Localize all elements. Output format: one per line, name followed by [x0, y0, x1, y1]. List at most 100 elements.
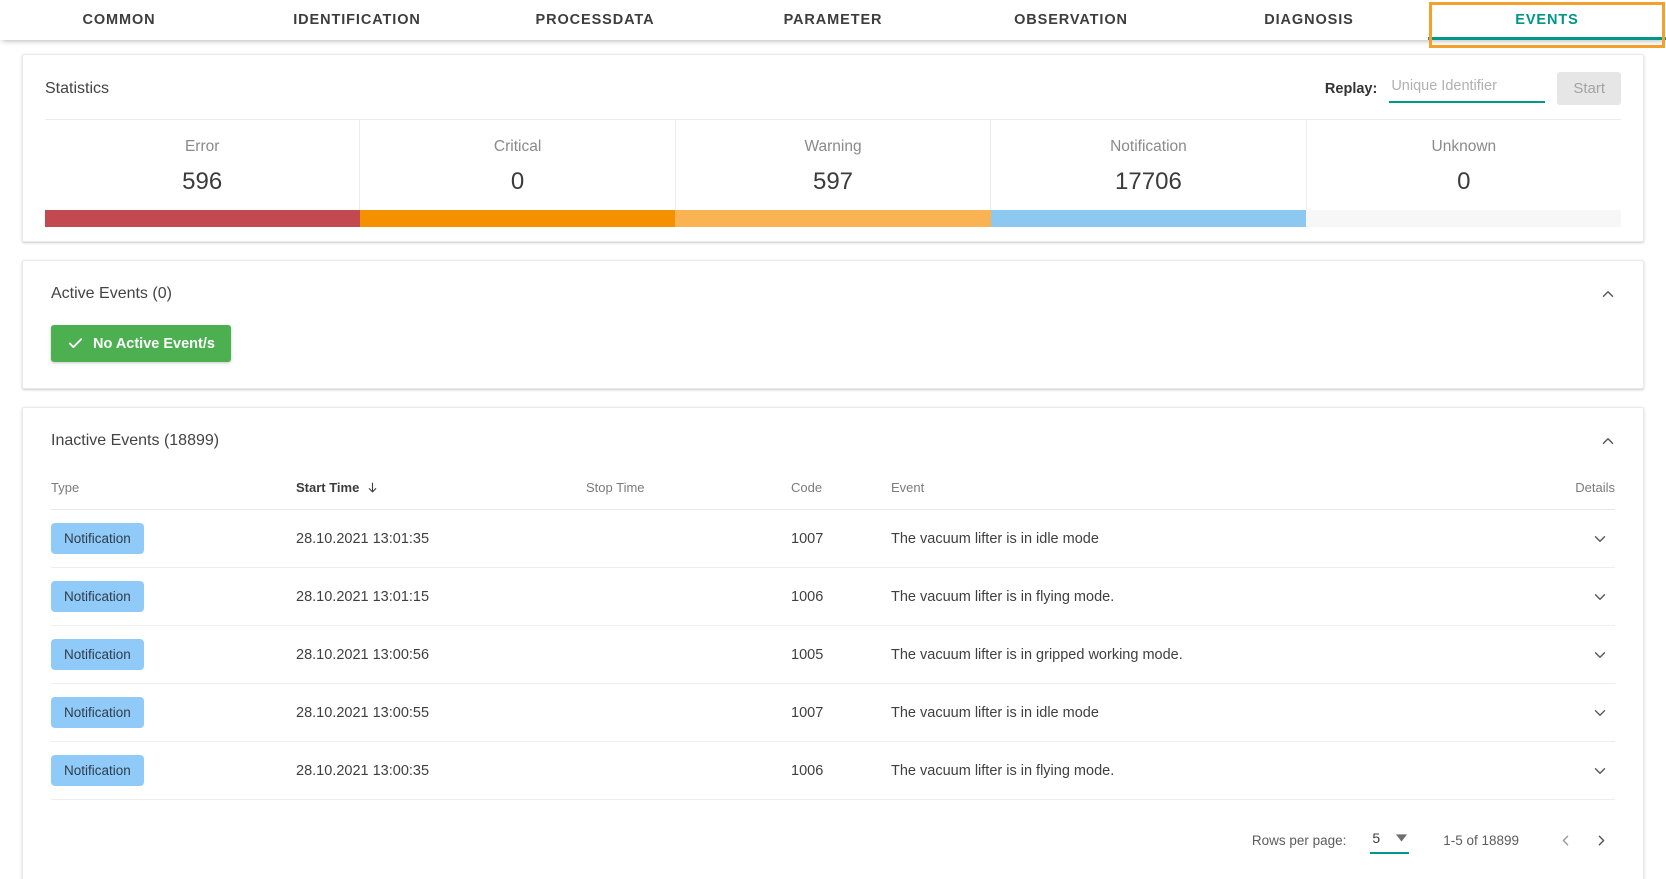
no-active-events-label: No Active Event/s: [93, 335, 215, 352]
cell-code: 1006: [791, 741, 891, 800]
chevron-down-icon: [1396, 833, 1408, 842]
column-label: Start Time: [296, 480, 360, 495]
column-label: Stop Time: [586, 480, 645, 495]
cell-details: [1525, 683, 1615, 742]
row-expand-toggle[interactable]: [1525, 530, 1615, 548]
column-header-details: Details: [1525, 468, 1615, 510]
chevron-down-icon: [1591, 588, 1609, 606]
table-header-row: Type Start Time Stop Time Code: [51, 468, 1615, 510]
active-events-body: No Active Event/s: [23, 311, 1643, 388]
stat-label: Notification: [1110, 138, 1187, 155]
tab-label: OBSERVATION: [1014, 12, 1128, 28]
cell-start-time: 28.10.2021 13:00:56: [296, 625, 586, 684]
stat-label: Critical: [493, 138, 542, 155]
row-expand-toggle[interactable]: [1525, 646, 1615, 664]
tab-label: EVENTS: [1515, 12, 1579, 28]
tab-identification[interactable]: IDENTIFICATION: [238, 0, 476, 40]
cell-event: The vacuum lifter is in idle mode: [891, 683, 1525, 742]
cell-code: 1005: [791, 625, 891, 684]
status-badge: Notification: [51, 639, 144, 670]
chevron-up-icon: [1599, 432, 1617, 450]
statistics-color-bar: [45, 210, 1621, 227]
status-badge: Notification: [51, 581, 144, 612]
statistics-card: Statistics Replay: Start Error 596 Criti…: [22, 54, 1644, 242]
inactive-events-card: Inactive Events (18899) Type Start Time: [22, 407, 1644, 879]
tab-common[interactable]: COMMON: [0, 0, 238, 40]
rows-per-page-select[interactable]: 5: [1370, 827, 1410, 854]
active-tab-indicator: [1428, 37, 1666, 40]
column-label: Code: [791, 480, 823, 495]
tab-processdata[interactable]: PROCESSDATA: [476, 0, 714, 40]
stat-cell-warning: Warning 597: [676, 120, 992, 210]
cell-details: [1525, 509, 1615, 568]
column-header-code[interactable]: Code: [791, 468, 891, 510]
inactive-events-collapse-toggle[interactable]: [1595, 428, 1621, 454]
next-page-button[interactable]: [1583, 822, 1619, 858]
cell-type: Notification: [51, 741, 296, 800]
chevron-down-icon: [1591, 704, 1609, 722]
stat-cell-unknown: Unknown 0: [1307, 120, 1621, 210]
cell-code: 1007: [791, 683, 891, 742]
table-row[interactable]: Notification 28.10.2021 13:00:35 1006 Th…: [51, 741, 1615, 800]
stat-value: 597: [812, 168, 854, 195]
cell-start-time: 28.10.2021 13:01:15: [296, 567, 586, 626]
stat-value: 17706: [1115, 168, 1182, 195]
tab-events[interactable]: EVENTS: [1428, 0, 1666, 40]
sort-descending-icon: [366, 481, 379, 494]
column-header-event[interactable]: Event: [891, 468, 1525, 510]
cell-stop-time: [586, 567, 791, 626]
stat-value: 0: [510, 168, 525, 195]
table-row[interactable]: Notification 28.10.2021 13:01:35 1007 Th…: [51, 509, 1615, 568]
cell-event: The vacuum lifter is in flying mode.: [891, 741, 1525, 800]
previous-page-button[interactable]: [1547, 822, 1583, 858]
active-events-card: Active Events (0) No Active Event/s: [22, 260, 1644, 389]
bar-segment-error: [45, 210, 361, 227]
stat-label: Error: [184, 138, 220, 155]
inactive-events-title: Inactive Events (18899): [51, 432, 220, 449]
cell-type: Notification: [51, 509, 296, 568]
inactive-events-table: Type Start Time Stop Time Code: [51, 468, 1615, 800]
replay-unique-identifier-input[interactable]: [1389, 74, 1546, 103]
cell-code: 1007: [791, 509, 891, 568]
table-row[interactable]: Notification 28.10.2021 13:00:55 1007 Th…: [51, 683, 1615, 742]
stat-cell-notification: Notification 17706: [991, 120, 1307, 210]
row-expand-toggle[interactable]: [1525, 704, 1615, 722]
bar-segment-warning: [675, 210, 991, 227]
tab-diagnosis[interactable]: DIAGNOSIS: [1190, 0, 1428, 40]
row-expand-toggle[interactable]: [1525, 762, 1615, 780]
statistics-grid: Error 596 Critical 0 Warning 597 Notific…: [23, 120, 1643, 210]
cell-stop-time: [586, 683, 791, 742]
table-row[interactable]: Notification 28.10.2021 13:00:56 1005 Th…: [51, 625, 1615, 684]
table-row[interactable]: Notification 28.10.2021 13:01:15 1006 Th…: [51, 567, 1615, 626]
column-header-start-time[interactable]: Start Time: [296, 468, 586, 510]
tab-observation[interactable]: OBSERVATION: [952, 0, 1190, 40]
cell-type: Notification: [51, 683, 296, 742]
column-header-type[interactable]: Type: [51, 468, 296, 510]
statistics-header: Statistics Replay: Start: [23, 55, 1643, 119]
stat-cell-critical: Critical 0: [360, 120, 676, 210]
pagination-range-label: 1-5 of 18899: [1443, 832, 1519, 848]
replay-controls: Replay: Start: [1325, 72, 1621, 105]
chevron-left-icon: [1557, 832, 1574, 849]
cell-start-time: 28.10.2021 13:00:35: [296, 741, 586, 800]
active-events-collapse-toggle[interactable]: [1595, 281, 1621, 307]
main-tab-bar: COMMON IDENTIFICATION PROCESSDATA PARAME…: [0, 0, 1666, 48]
status-badge: Notification: [51, 523, 144, 554]
tab-label: IDENTIFICATION: [293, 12, 421, 28]
active-events-title: Active Events (0): [51, 285, 172, 302]
cell-type: Notification: [51, 625, 296, 684]
row-expand-toggle[interactable]: [1525, 588, 1615, 606]
bar-segment-notification: [990, 210, 1306, 227]
tab-label: PARAMETER: [783, 12, 883, 28]
statistics-divider: [45, 119, 1621, 120]
replay-start-button[interactable]: Start: [1557, 72, 1621, 105]
no-active-events-button[interactable]: No Active Event/s: [51, 325, 231, 362]
column-header-stop-time[interactable]: Stop Time: [586, 468, 791, 510]
cell-stop-time: [586, 625, 791, 684]
table-paginator: Rows per page: 5 1-5 of 18899: [23, 800, 1643, 879]
cell-start-time: 28.10.2021 13:01:35: [296, 509, 586, 568]
tab-parameter[interactable]: PARAMETER: [714, 0, 952, 40]
cell-event: The vacuum lifter is in idle mode: [891, 509, 1525, 568]
cell-type: Notification: [51, 567, 296, 626]
check-icon: [67, 335, 84, 352]
